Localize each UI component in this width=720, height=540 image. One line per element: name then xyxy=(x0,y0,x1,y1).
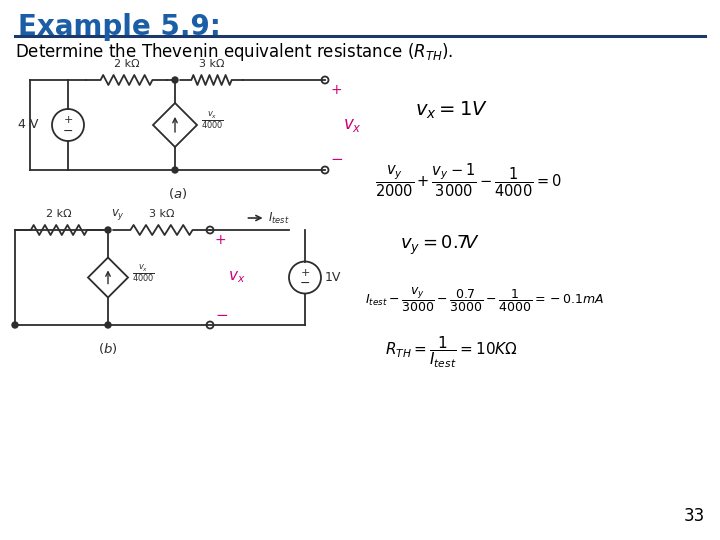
Text: $\frac{v_x}{4000}$: $\frac{v_x}{4000}$ xyxy=(132,263,155,284)
Circle shape xyxy=(172,77,178,83)
Text: 1V: 1V xyxy=(325,271,341,284)
Text: $v_x$: $v_x$ xyxy=(228,269,246,285)
Text: 4 V: 4 V xyxy=(17,118,38,132)
Text: Example 5.9:: Example 5.9: xyxy=(18,13,221,41)
Circle shape xyxy=(172,167,178,173)
Text: 3 kΩ: 3 kΩ xyxy=(199,59,224,69)
Text: +: + xyxy=(330,83,341,97)
Text: 33: 33 xyxy=(684,507,705,525)
Text: $(b)$: $(b)$ xyxy=(98,341,118,356)
Text: $v_x = 1V$: $v_x = 1V$ xyxy=(415,99,488,120)
Text: −: − xyxy=(300,277,310,290)
Text: $I_{test}$: $I_{test}$ xyxy=(268,211,289,226)
Text: 3 kΩ: 3 kΩ xyxy=(149,209,174,219)
Text: +: + xyxy=(215,233,227,247)
Circle shape xyxy=(105,227,111,233)
Text: Determine the Thevenin equivalent resistance ($R_{TH}$).: Determine the Thevenin equivalent resist… xyxy=(15,41,454,63)
Text: −: − xyxy=(330,152,343,167)
Text: $(a)$: $(a)$ xyxy=(168,186,187,201)
Text: 2 kΩ: 2 kΩ xyxy=(46,209,72,219)
Circle shape xyxy=(105,322,111,328)
Circle shape xyxy=(12,322,18,328)
Text: +: + xyxy=(300,267,310,278)
Text: −: − xyxy=(215,307,228,322)
Text: $v_y$: $v_y$ xyxy=(111,207,125,222)
Text: +: + xyxy=(63,115,73,125)
Text: −: − xyxy=(63,125,73,138)
Text: $v_y = 0.7V$: $v_y = 0.7V$ xyxy=(400,233,480,256)
Text: $I_{test}-\dfrac{v_y}{3000}-\dfrac{0.7}{3000}-\dfrac{1}{4000}=-0.1mA$: $I_{test}-\dfrac{v_y}{3000}-\dfrac{0.7}{… xyxy=(365,286,604,314)
Text: $R_{TH}=\dfrac{1}{I_{test}}=10K\Omega$: $R_{TH}=\dfrac{1}{I_{test}}=10K\Omega$ xyxy=(385,334,518,370)
Text: 2 kΩ: 2 kΩ xyxy=(114,59,139,69)
Text: $\frac{v_x}{4000}$: $\frac{v_x}{4000}$ xyxy=(201,111,224,131)
Text: $v_x$: $v_x$ xyxy=(343,116,362,134)
Text: $\dfrac{v_y}{2000}+\dfrac{v_y-1}{3000}-\dfrac{1}{4000}=0$: $\dfrac{v_y}{2000}+\dfrac{v_y-1}{3000}-\… xyxy=(375,161,562,199)
